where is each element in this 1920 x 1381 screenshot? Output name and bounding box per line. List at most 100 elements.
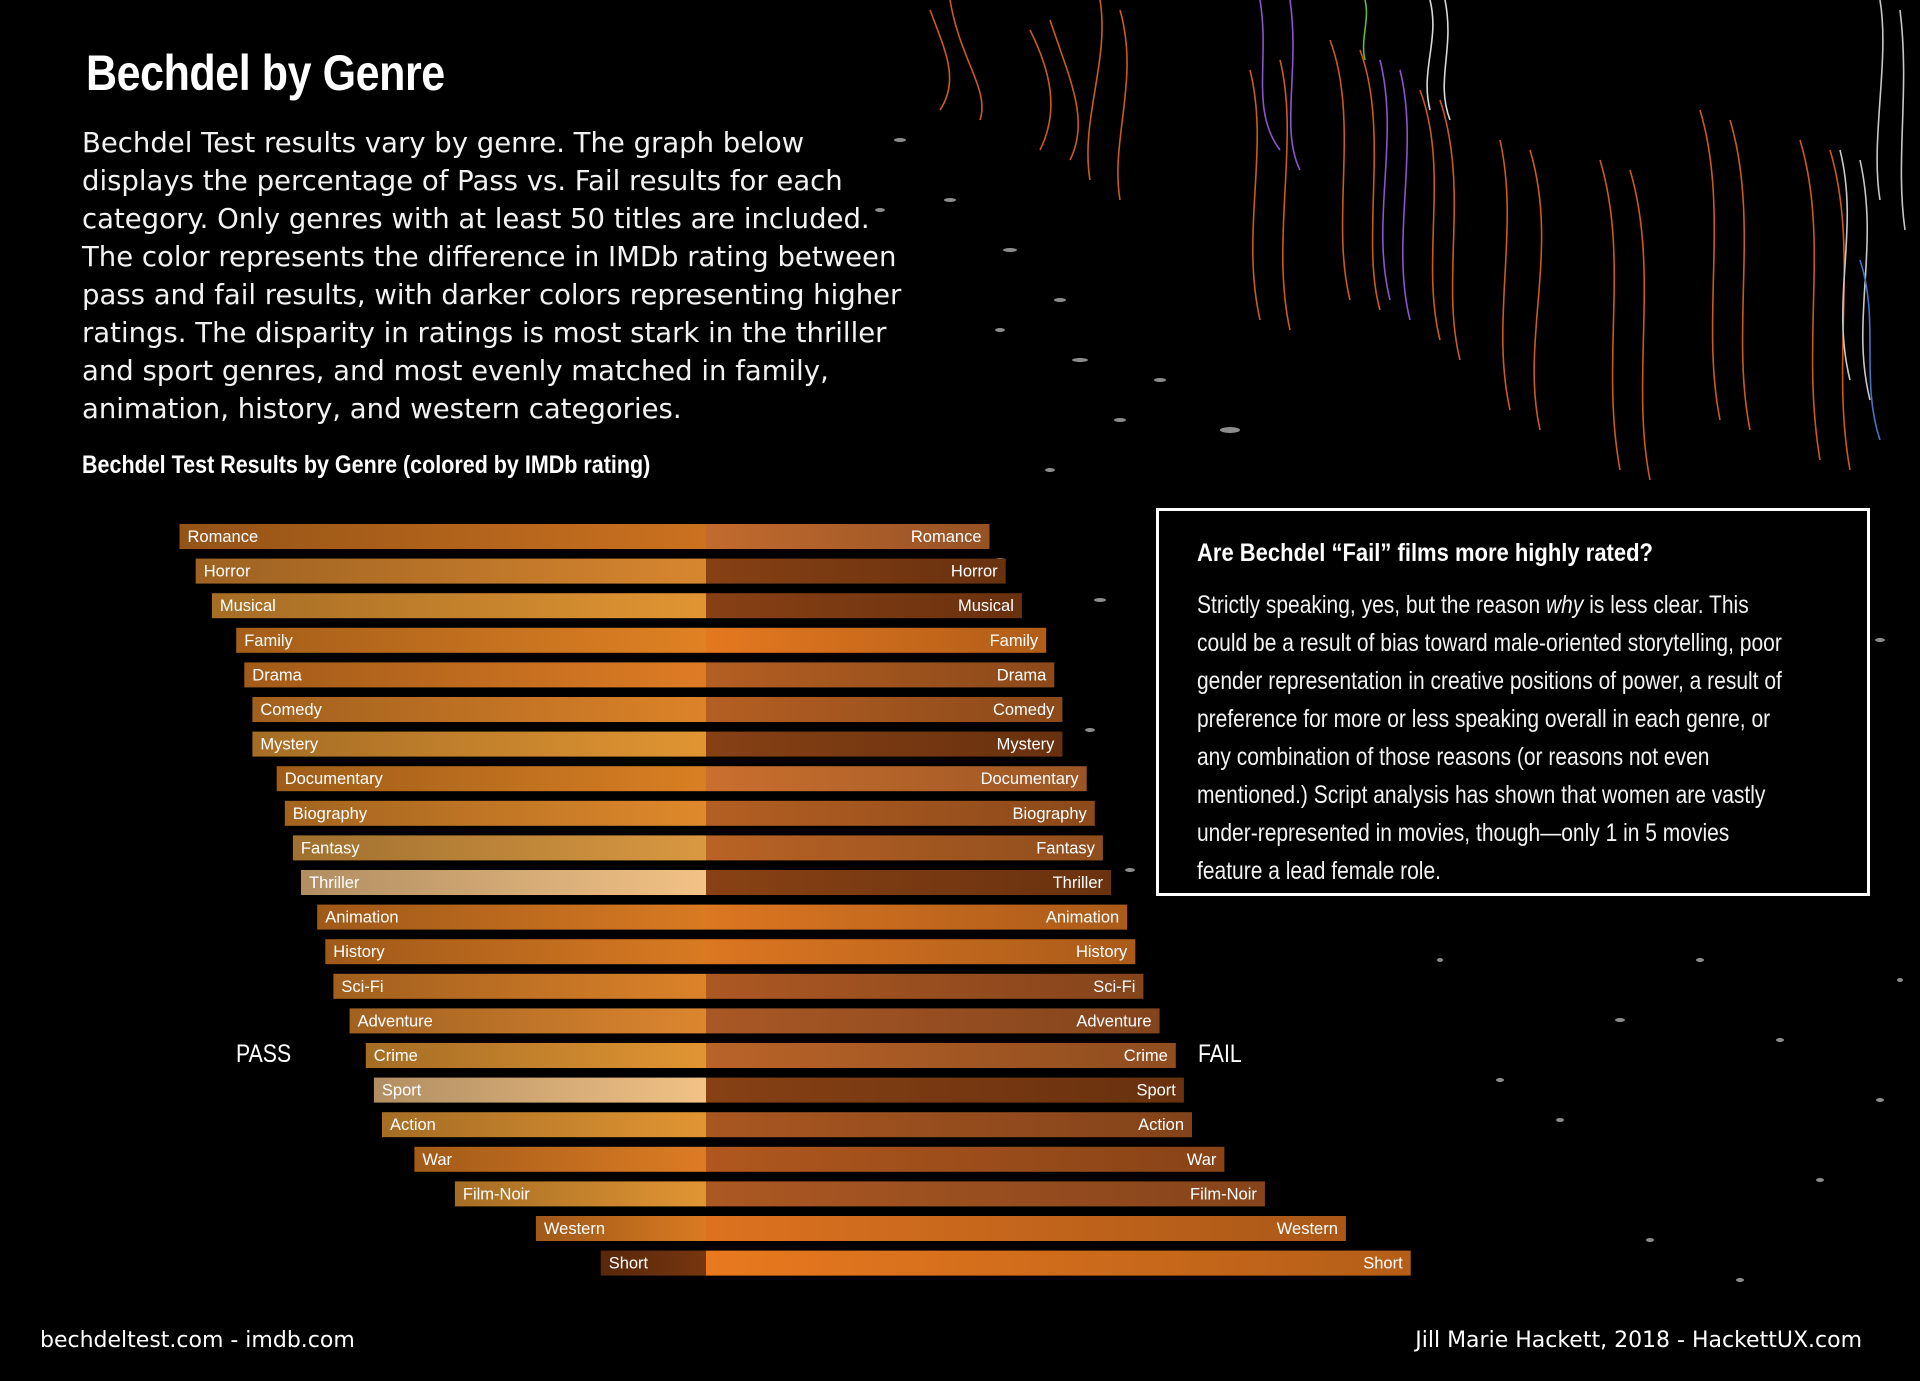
bar-fail-mystery <box>706 731 1063 757</box>
bar-pass-documentary <box>276 766 706 792</box>
bar-label-fail-biography: Biography <box>1012 805 1087 823</box>
bar-pass-short <box>600 1250 706 1276</box>
bar-label-pass-thriller: Thriller <box>309 874 360 892</box>
chart-title: Bechdel Test Results by Genre (colored b… <box>82 451 651 479</box>
bar-label-fail-horror: Horror <box>951 563 998 581</box>
bar-label-fail-documentary: Documentary <box>981 770 1080 788</box>
bar-label-pass-family: Family <box>244 632 293 650</box>
bar-pass-mystery <box>252 731 706 757</box>
bar-pass-biography <box>284 800 706 826</box>
bar-label-pass-short: Short <box>609 1255 649 1273</box>
bar-fail-musical <box>706 593 1022 619</box>
bar-fail-sport <box>706 1077 1184 1103</box>
page-title: Bechdel by Genre <box>86 45 445 101</box>
bar-fail-crime <box>706 1043 1176 1068</box>
bar-label-fail-comedy: Comedy <box>993 701 1055 719</box>
footer-credit: Jill Marie Hackett, 2018 - HackettUX.com <box>1415 1328 1862 1353</box>
bar-fail-family <box>706 627 1047 653</box>
callout-box: Are Bechdel “Fail” films more highly rat… <box>1156 508 1870 896</box>
bar-label-fail-crime: Crime <box>1124 1047 1168 1065</box>
bar-fail-drama <box>706 662 1055 688</box>
callout-body-start: Strictly speaking, yes, but the reason <box>1197 591 1547 619</box>
bar-fail-romance <box>706 524 990 549</box>
bar-fail-action <box>706 1112 1192 1138</box>
bar-label-fail-western: Western <box>1277 1220 1338 1238</box>
bar-label-pass-fantasy: Fantasy <box>301 839 360 857</box>
bar-fail-history <box>706 939 1136 965</box>
bar-label-pass-history: History <box>333 943 385 961</box>
bar-pass-drama <box>244 662 707 688</box>
bar-label-pass-crime: Crime <box>374 1047 418 1065</box>
bar-pass-adventure <box>349 1008 706 1034</box>
fail-label: FAIL <box>1198 1040 1242 1068</box>
callout-body: Strictly speaking, yes, but the reason w… <box>1197 586 1793 890</box>
bar-label-pass-animation: Animation <box>325 909 398 927</box>
bar-label-pass-biography: Biography <box>293 805 368 823</box>
bar-label-fail-romance: Romance <box>911 528 982 546</box>
bar-fail-short <box>706 1250 1411 1276</box>
bar-label-fail-war: War <box>1187 1151 1217 1169</box>
bar-label-fail-musical: Musical <box>958 597 1014 615</box>
bar-pass-history <box>325 939 706 965</box>
bar-label-fail-thriller: Thriller <box>1053 874 1104 892</box>
bar-pass-romance <box>179 524 706 549</box>
bar-label-pass-documentary: Documentary <box>285 770 384 788</box>
bar-fail-animation <box>706 904 1128 930</box>
bar-label-fail-history: History <box>1076 943 1128 961</box>
callout-body-end: is less clear. This could be a result of… <box>1197 591 1782 885</box>
bar-label-fail-film-noir: Film-Noir <box>1190 1185 1257 1203</box>
bar-pass-comedy <box>252 697 706 722</box>
bar-pass-horror <box>195 558 706 584</box>
bar-pass-sport <box>373 1077 706 1103</box>
bar-fail-biography <box>706 800 1095 826</box>
bar-label-pass-comedy: Comedy <box>260 701 322 719</box>
bar-label-fail-fantasy: Fantasy <box>1036 839 1095 857</box>
bar-pass-thriller <box>301 870 706 895</box>
bar-pass-film-noir <box>454 1181 706 1207</box>
description: Bechdel Test results vary by genre. The … <box>82 127 902 425</box>
bar-fail-horror <box>706 558 1006 584</box>
bar-label-pass-sci-fi: Sci-Fi <box>341 978 383 996</box>
bar-fail-war <box>706 1146 1225 1172</box>
bar-label-fail-adventure: Adventure <box>1076 1012 1151 1030</box>
callout-title: Are Bechdel “Fail” films more highly rat… <box>1197 539 1654 567</box>
bar-fail-documentary <box>706 766 1087 792</box>
bar-label-fail-family: Family <box>990 632 1039 650</box>
callout-body-emphasis: why <box>1546 591 1584 619</box>
bar-label-fail-sport: Sport <box>1136 1082 1176 1100</box>
bar-label-pass-action: Action <box>390 1116 436 1134</box>
bar-pass-war <box>414 1146 706 1172</box>
bar-label-fail-animation: Animation <box>1046 909 1119 927</box>
bar-label-fail-drama: Drama <box>997 666 1047 684</box>
footer-sources: bechdeltest.com - imdb.com <box>40 1328 355 1353</box>
bar-label-pass-western: Western <box>544 1220 605 1238</box>
bar-pass-crime <box>365 1043 706 1068</box>
bar-fail-sci-fi <box>706 973 1144 999</box>
bar-pass-western <box>535 1216 706 1241</box>
bar-pass-musical <box>211 593 706 619</box>
bar-pass-family <box>236 627 706 653</box>
bar-label-pass-war: War <box>422 1151 452 1169</box>
bar-pass-fantasy <box>292 835 706 861</box>
bar-fail-comedy <box>706 697 1063 722</box>
bar-label-pass-adventure: Adventure <box>358 1012 433 1030</box>
bar-fail-fantasy <box>706 835 1103 861</box>
bar-fail-adventure <box>706 1008 1160 1034</box>
bar-label-pass-musical: Musical <box>220 597 276 615</box>
bar-label-pass-drama: Drama <box>252 666 302 684</box>
bar-pass-action <box>382 1112 706 1138</box>
pass-label: PASS <box>236 1040 292 1068</box>
bar-label-pass-horror: Horror <box>204 563 251 581</box>
bar-fail-film-noir <box>706 1181 1265 1207</box>
bar-pass-sci-fi <box>333 973 706 999</box>
bar-label-fail-action: Action <box>1138 1116 1184 1134</box>
bar-label-fail-short: Short <box>1363 1255 1403 1273</box>
bar-label-pass-sport: Sport <box>382 1082 422 1100</box>
bar-label-fail-sci-fi: Sci-Fi <box>1093 978 1135 996</box>
bar-label-pass-romance: Romance <box>188 528 259 546</box>
bar-pass-animation <box>317 904 706 930</box>
bar-fail-western <box>706 1216 1346 1241</box>
bar-label-pass-film-noir: Film-Noir <box>463 1185 530 1203</box>
